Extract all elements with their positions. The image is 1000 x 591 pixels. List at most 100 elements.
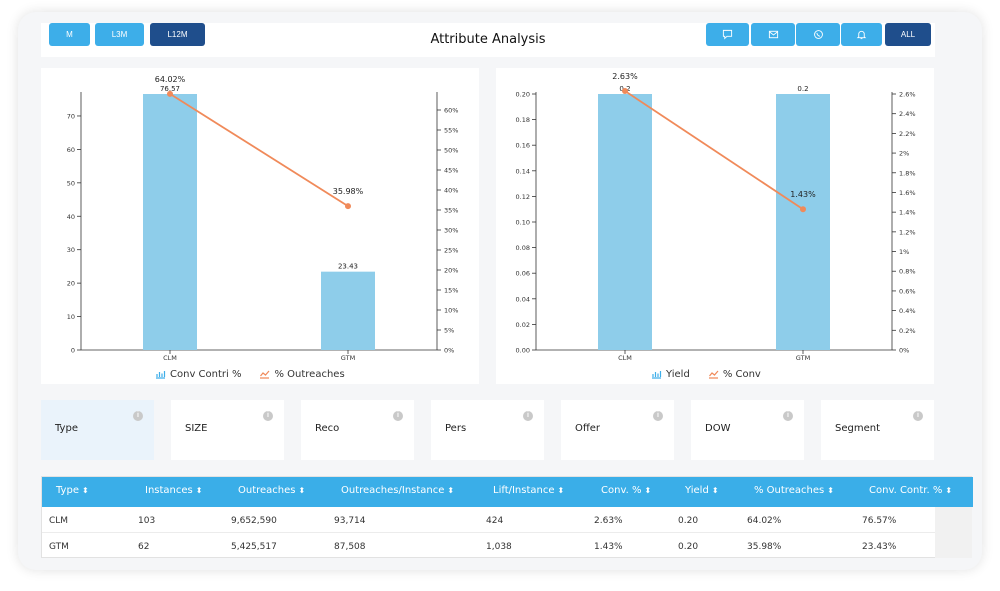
message-icon	[722, 29, 733, 40]
sort-icon: ⬍	[827, 486, 834, 495]
y-tick-label-left: 40	[67, 213, 75, 221]
y-tick-label-left: 0	[71, 347, 75, 355]
y-tick-label-right: 2.4%	[899, 110, 916, 118]
line-data-label: 64.02%	[155, 75, 186, 84]
column-header-outreaches-instance[interactable]: Outreaches/Instance ⬍	[341, 485, 455, 496]
attribute-label: Segment	[835, 423, 880, 434]
line-chart-icon	[708, 370, 719, 379]
y-tick-label-right: 15%	[444, 287, 458, 295]
y-tick-label-left: 0.10	[516, 219, 530, 227]
message-button[interactable]	[706, 23, 749, 46]
period-m-button[interactable]: M	[49, 23, 90, 46]
legend-item-bar[interactable]: Conv Contri %	[155, 369, 241, 380]
bar	[143, 94, 197, 350]
legend-item-line[interactable]: % Outreaches	[259, 369, 345, 380]
y-tick-label-right: 0.6%	[899, 287, 916, 295]
table-cell: 35.98%	[747, 542, 782, 552]
y-tick-label-right: 45%	[444, 167, 458, 175]
table-row[interactable]: CLM 103 9,652,590 93,714 424 2.63% 0.20 …	[42, 507, 935, 533]
y-tick-label-right: 60%	[444, 107, 458, 115]
info-icon[interactable]: i	[783, 411, 793, 421]
y-tick-label-right: 5%	[444, 327, 454, 335]
y-tick-label-left: 50	[67, 179, 75, 187]
y-tick-label-right: 50%	[444, 147, 458, 155]
sort-icon: ⬍	[298, 486, 306, 495]
column-header-type[interactable]: Type ⬍	[56, 485, 89, 496]
x-tick-label: GTM	[341, 354, 355, 362]
y-tick-label-right: 0.8%	[899, 268, 916, 276]
y-tick-label-right: 1%	[899, 248, 909, 256]
column-header-outreaches[interactable]: Outreaches ⬍	[238, 485, 306, 496]
table-scrollbar[interactable]	[935, 507, 972, 558]
y-tick-label-left: 20	[67, 280, 75, 288]
y-tick-label-left: 0.02	[516, 321, 530, 329]
info-icon[interactable]: i	[393, 411, 403, 421]
sort-icon: ⬍	[447, 486, 455, 495]
legend-item-line[interactable]: % Conv	[708, 369, 761, 380]
y-tick-label-right: 2.6%	[899, 91, 916, 99]
table-cell: 2.63%	[594, 516, 623, 526]
info-icon[interactable]: i	[133, 411, 143, 421]
column-header-instances[interactable]: Instances ⬍	[145, 485, 203, 496]
y-tick-label-right: 40%	[444, 187, 458, 195]
y-tick-label-right: 1.4%	[899, 209, 916, 217]
chart-panel-yield: 0.00 0.02 0.04 0.06 0.08 0.10 0.12 0.14 0.16 0.18…	[496, 68, 934, 384]
y-tick-label-left: 0.00	[516, 347, 530, 355]
legend-label: % Outreaches	[274, 369, 345, 380]
y-tick-label-left: 0.20	[516, 91, 530, 99]
table-row[interactable]: GTM 62 5,425,517 87,508 1,038 1.43% 0.20…	[42, 533, 935, 559]
info-icon[interactable]: i	[263, 411, 273, 421]
attribute-card-offer[interactable]: Offer i	[561, 400, 674, 460]
y-tick-label-left: 0.16	[516, 142, 530, 150]
y-tick-label-right: 2.2%	[899, 130, 916, 138]
column-header-pct-outreaches[interactable]: % Outreaches ⬍	[754, 485, 834, 496]
attribute-label: Type	[55, 423, 78, 434]
column-header-conv-contr[interactable]: Conv. Contr. % ⬍	[869, 485, 953, 496]
column-header-yield[interactable]: Yield ⬍	[685, 485, 719, 496]
attribute-card-segment[interactable]: Segment i	[821, 400, 934, 460]
attribute-card-size[interactable]: SIZE i	[171, 400, 284, 460]
all-button[interactable]: ALL	[885, 23, 931, 46]
table-cell: 5,425,517	[231, 542, 277, 552]
y-tick-label-right: 1.6%	[899, 189, 916, 197]
legend-label: Yield	[666, 369, 690, 380]
y-tick-label-right: 1.2%	[899, 228, 916, 236]
bar-chart-icon	[156, 371, 166, 379]
y-tick-label-right: 20%	[444, 267, 458, 275]
column-header-conv[interactable]: Conv. % ⬍	[601, 485, 652, 496]
whatsapp-button[interactable]	[796, 23, 840, 46]
info-icon[interactable]: i	[653, 411, 663, 421]
info-icon[interactable]: i	[913, 411, 923, 421]
info-icon[interactable]: i	[523, 411, 533, 421]
table-cell: 64.02%	[747, 516, 782, 526]
y-tick-label-right: 10%	[444, 307, 458, 315]
bell-button[interactable]	[841, 23, 882, 46]
table-cell: 0.20	[678, 542, 699, 552]
y-tick-label-right: 35%	[444, 207, 458, 215]
conv-contri-chart: 0 10 20 30 40 50 60 70 0% 5% 10% 15% 20% 25% 30% 35% 40%…	[67, 75, 459, 362]
y-tick-label-left: 60	[67, 146, 75, 154]
chart-legend: Conv Contri % % Outreaches	[155, 369, 345, 380]
y-tick-label-right: 2%	[899, 150, 909, 158]
y-tick-label-left: 0.04	[516, 295, 530, 303]
chart-legend: Yield % Conv	[651, 369, 761, 380]
attribute-card-reco[interactable]: Reco i	[301, 400, 414, 460]
period-l12m-button[interactable]: L12M	[150, 23, 205, 46]
column-header-lift-instance[interactable]: Lift/Instance ⬍	[493, 485, 565, 496]
y-tick-label-left: 30	[67, 246, 75, 254]
legend-item-bar[interactable]: Yield	[651, 369, 690, 380]
legend-label: Conv Contri %	[170, 369, 242, 380]
attribute-card-dow[interactable]: DOW i	[691, 400, 804, 460]
y-tick-label-right: 0%	[899, 347, 909, 355]
line-point	[345, 203, 351, 210]
mail-button[interactable]	[751, 23, 795, 46]
attribute-card-pers[interactable]: Pers i	[431, 400, 544, 460]
page-title: Attribute Analysis	[430, 32, 546, 47]
y-tick-label-left: 70	[67, 112, 75, 120]
period-l3m-button[interactable]: L3M	[95, 23, 144, 46]
y-tick-label-left: 0.14	[516, 167, 530, 175]
y-tick-label-right: 0.4%	[899, 307, 916, 315]
attribute-card-type[interactable]: Type i	[41, 400, 154, 460]
chart-panel-conv-contri: 0 10 20 30 40 50 60 70 0% 5% 10% 15% 20% 25% 30% 35% 40%…	[41, 68, 479, 384]
line-point	[622, 88, 628, 95]
